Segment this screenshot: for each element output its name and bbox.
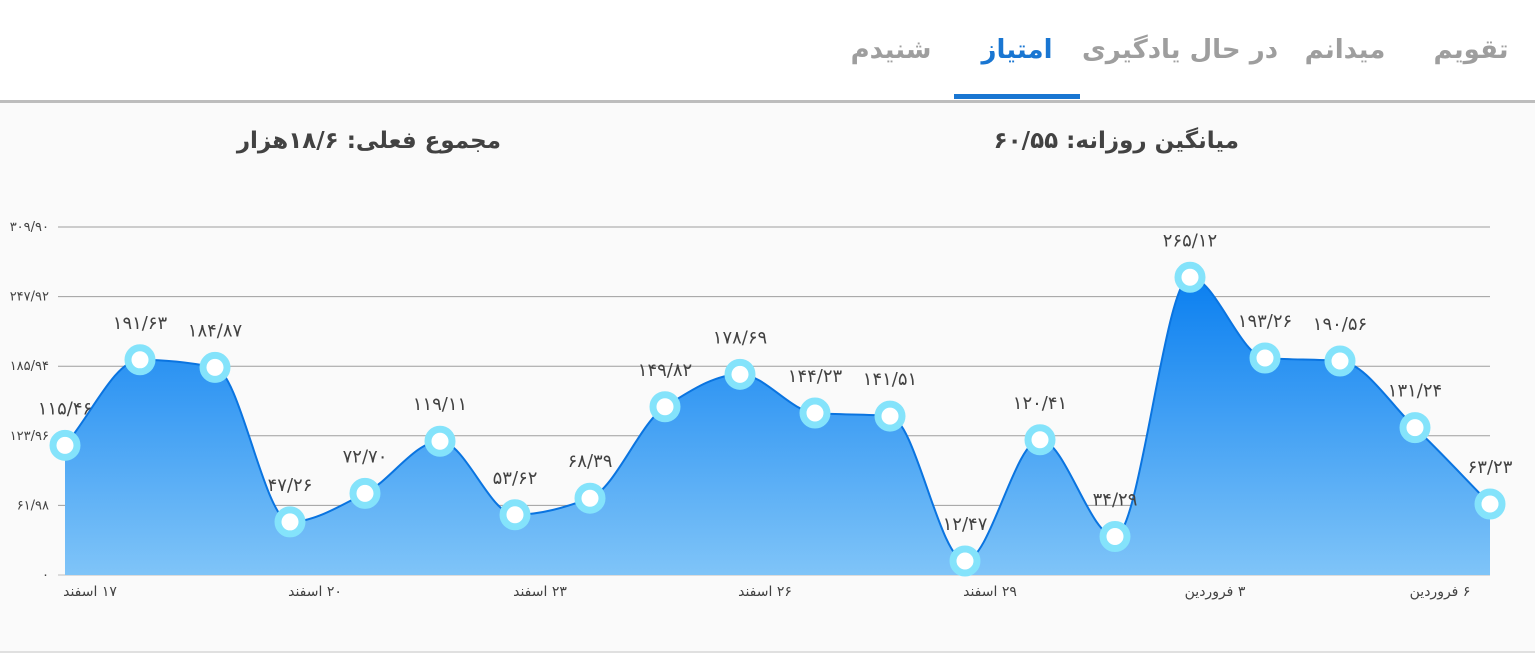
- tab-score[interactable]: امتیاز: [981, 35, 1053, 65]
- y-tick-label: ۰: [42, 568, 49, 583]
- tab-learning[interactable]: در حال یادگیری: [1081, 35, 1279, 65]
- data-point[interactable]: [649, 391, 681, 423]
- data-label: ۱۹۱/۶۳: [113, 313, 168, 334]
- data-point[interactable]: [799, 397, 831, 429]
- data-label: ۱۱۹/۱۱: [413, 394, 467, 415]
- data-point[interactable]: [1324, 345, 1356, 377]
- data-label: ۱۴۱/۵۱: [863, 369, 917, 390]
- data-label: ۳۴/۲۹: [1093, 489, 1138, 510]
- data-point[interactable]: [349, 477, 381, 509]
- current-total-stat: مجموع فعلی: ۱۸/۶هزار: [236, 128, 501, 154]
- tab-calendar[interactable]: تقویم: [1433, 35, 1509, 65]
- score-area: [65, 277, 1490, 575]
- data-label: ۱۹۳/۲۶: [1238, 311, 1292, 332]
- data-point[interactable]: [1024, 424, 1056, 456]
- x-tick-label: ۳ فروردین: [1185, 584, 1246, 600]
- data-label: ۱۲۰/۴۱: [1013, 393, 1067, 414]
- data-point[interactable]: [424, 425, 456, 457]
- data-label: ۴۷/۲۶: [268, 475, 313, 496]
- tab-bar: تقویم میدانم در حال یادگیری امتیاز شنیدم: [0, 0, 1535, 103]
- data-point[interactable]: [274, 506, 306, 538]
- tab-know[interactable]: میدانم: [1304, 35, 1386, 65]
- data-label: ۱۴۹/۸۲: [638, 360, 692, 381]
- data-label: ۷۲/۷۰: [343, 446, 388, 467]
- data-point[interactable]: [1099, 520, 1131, 552]
- y-tick-label: ۱۸۵/۹۴: [10, 359, 49, 374]
- x-tick-label: ۲۹ اسفند: [963, 584, 1017, 600]
- data-point[interactable]: [124, 344, 156, 376]
- data-label: ۱۳۱/۲۴: [1388, 381, 1442, 402]
- data-label: ۲۶۵/۱۲: [1163, 230, 1217, 251]
- y-tick-label: ۲۴۷/۹۲: [10, 290, 49, 305]
- data-label: ۵۳/۶۲: [493, 468, 538, 489]
- data-point[interactable]: [199, 351, 231, 383]
- active-tab-indicator: [954, 94, 1080, 99]
- y-tick-label: ۳۰۹/۹۰: [10, 220, 49, 235]
- daily-average-stat: میانگین روزانه: ۶۰/۵۵: [993, 128, 1239, 154]
- data-label: ۶۸/۳۹: [568, 451, 613, 472]
- data-point[interactable]: [874, 400, 906, 432]
- y-tick-label: ۶۱/۹۸: [17, 498, 49, 513]
- data-label: ۱۹۰/۵۶: [1313, 314, 1367, 335]
- x-tick-label: ۶ فروردین: [1410, 584, 1471, 600]
- data-label: ۶۳/۲۳: [1468, 457, 1513, 478]
- data-point[interactable]: [49, 429, 81, 461]
- data-label: ۱۲/۴۷: [943, 514, 988, 535]
- data-point[interactable]: [1399, 412, 1431, 444]
- data-label: ۱۸۴/۸۷: [188, 320, 243, 341]
- y-tick-label: ۱۲۳/۹۶: [10, 429, 49, 444]
- data-point[interactable]: [1474, 488, 1506, 520]
- data-point[interactable]: [724, 358, 756, 390]
- data-point[interactable]: [499, 499, 531, 531]
- data-label: ۱۱۵/۴۶: [38, 398, 92, 419]
- x-tick-label: ۲۰ اسفند: [288, 584, 342, 600]
- tab-heard[interactable]: شنیدم: [850, 35, 932, 65]
- data-point[interactable]: [949, 545, 981, 577]
- data-point[interactable]: [1174, 261, 1206, 293]
- data-point[interactable]: [574, 482, 606, 514]
- data-label: ۱۴۴/۲۳: [788, 366, 843, 387]
- x-tick-label: ۲۳ اسفند: [513, 584, 567, 600]
- x-tick-label: ۲۶ اسفند: [738, 584, 792, 600]
- x-tick-label: ۱۷ اسفند: [63, 584, 117, 600]
- data-label: ۱۷۸/۶۹: [713, 327, 767, 348]
- data-point[interactable]: [1249, 342, 1281, 374]
